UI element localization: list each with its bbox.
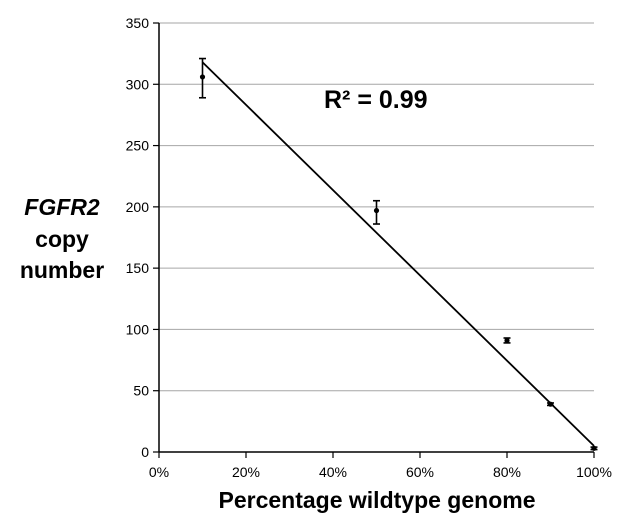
trendline	[201, 61, 595, 447]
data-points	[199, 74, 597, 451]
y-tick-label: 100	[126, 321, 150, 337]
x-tick-label: 20%	[232, 464, 260, 480]
x-tick-label: 40%	[319, 464, 347, 480]
data-point	[547, 401, 554, 407]
x-tick-label: 80%	[493, 464, 521, 480]
gridlines	[159, 22, 594, 392]
y-axis-label-line-1: FGFR2	[24, 194, 100, 220]
x-axis-label: Percentage wildtype genome	[219, 487, 536, 513]
x-axis-ticks: 0% 20% 40% 60% 80% 100%	[149, 452, 612, 480]
y-axis-label-line-2: copy	[35, 226, 89, 252]
data-point	[373, 207, 380, 214]
y-tick-label: 200	[126, 199, 150, 215]
r-squared-annotation: R² = 0.99	[324, 86, 428, 114]
axes	[158, 23, 594, 453]
trendline-line	[201, 61, 595, 447]
y-tick-label: 0	[141, 444, 149, 460]
x-tick-label: 60%	[406, 464, 434, 480]
x-tick-label: 0%	[149, 464, 169, 480]
y-tick-label: 150	[126, 260, 150, 276]
y-tick-label: 50	[133, 383, 149, 399]
x-tick-label: 100%	[576, 464, 612, 480]
data-point	[504, 337, 510, 344]
data-point	[199, 74, 206, 80]
data-point	[591, 445, 597, 451]
y-tick-label: 350	[126, 15, 150, 31]
y-axis-ticks: 0 50 100 150 200 250 300 350	[126, 15, 159, 460]
y-tick-label: 300	[126, 76, 150, 92]
y-axis-label-line-3: number	[20, 257, 104, 283]
y-tick-label: 250	[126, 138, 150, 154]
